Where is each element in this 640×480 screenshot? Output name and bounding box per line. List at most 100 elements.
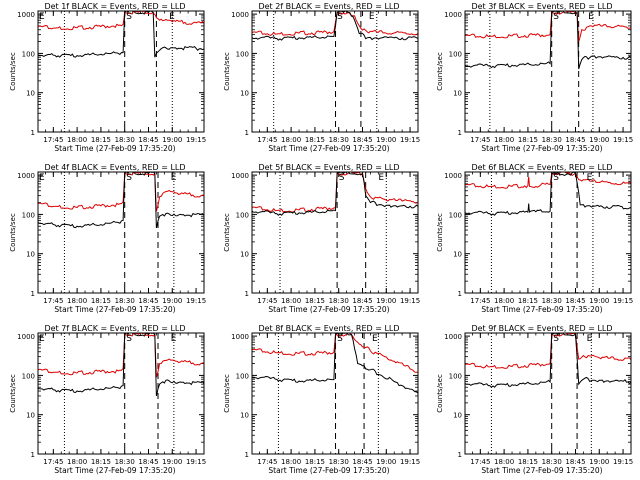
- marker-label: E: [372, 334, 378, 344]
- plot-frame: [251, 10, 419, 133]
- x-tick-label: 18:00: [494, 297, 514, 305]
- marker-label: E: [39, 12, 45, 22]
- lld-rate-line: [38, 11, 204, 31]
- x-tick-label: 18:15: [91, 136, 111, 144]
- marker-label: S: [337, 12, 343, 22]
- y-axis-title: Counts/sec: [223, 52, 231, 91]
- x-tick-label: 18:30: [115, 297, 135, 305]
- y-tick-label: 1000: [444, 11, 462, 19]
- y-tick-label: 10: [240, 412, 249, 420]
- x-tick-label: 18:00: [67, 297, 87, 305]
- x-tick-label: 17:45: [470, 458, 490, 466]
- x-tick-label: 18:15: [518, 297, 538, 305]
- panel-title: Det 4f BLACK = Events, RED = LLD: [44, 163, 185, 172]
- series-group: [38, 172, 204, 229]
- x-tick-label: 19:00: [376, 458, 396, 466]
- y-tick-label: 10: [26, 251, 35, 259]
- plot-frame: [464, 10, 632, 133]
- y-tick-label: 100: [236, 211, 249, 219]
- y-tick-label: 1000: [444, 333, 462, 341]
- x-axis-title: Start Time (27-Feb-09 17:35:20): [54, 305, 175, 314]
- x-axis-title: Start Time (27-Feb-09 17:35:20): [481, 466, 602, 475]
- y-tick-label: 1: [245, 451, 249, 459]
- plot-frame: [37, 171, 205, 294]
- panel-title: Det 7f BLACK = Events, RED = LLD: [44, 324, 185, 333]
- x-tick-label: 18:45: [352, 136, 372, 144]
- y-tick-label: 1: [458, 129, 462, 137]
- events-rate-line: [465, 333, 631, 388]
- x-tick-label: 18:15: [518, 458, 538, 466]
- y-tick-label: 100: [22, 50, 35, 58]
- y-tick-label: 10: [240, 90, 249, 98]
- x-tick-label: 19:15: [613, 458, 633, 466]
- y-tick-label: 1000: [231, 333, 249, 341]
- events-rate-line: [38, 172, 204, 229]
- y-axis-title: Counts/sec: [9, 374, 17, 413]
- y-tick-label: 1: [458, 451, 462, 459]
- y-tick-label: 10: [26, 412, 35, 420]
- x-tick-label: 18:30: [329, 458, 349, 466]
- y-axis-title: Counts/sec: [436, 374, 444, 413]
- marker-label: S: [126, 173, 132, 183]
- marker-label: E: [587, 173, 593, 183]
- events-rate-line: [252, 11, 418, 41]
- detector-panel: Det 3f BLACK = Events, RED = LLD 1 10 100 10…: [436, 2, 633, 153]
- y-axis-title: Counts/sec: [9, 52, 17, 91]
- x-tick-label: 18:00: [281, 136, 301, 144]
- series-group: [252, 172, 418, 216]
- x-tick-label: 18:45: [565, 136, 585, 144]
- plot-frame: [464, 332, 632, 455]
- x-tick-label: 18:15: [91, 458, 111, 466]
- x-axis-title: Start Time (27-Feb-09 17:35:20): [268, 305, 389, 314]
- panel-title: Det 9f BLACK = Events, RED = LLD: [471, 324, 612, 333]
- marker-label: E: [588, 12, 594, 22]
- x-tick-label: 19:15: [186, 136, 206, 144]
- x-tick-label: 19:15: [186, 458, 206, 466]
- x-tick-label: 18:00: [67, 136, 87, 144]
- marker-label: S: [553, 173, 559, 183]
- x-tick-label: 18:15: [305, 458, 325, 466]
- panel-title: Det 1f BLACK = Events, RED = LLD: [44, 2, 185, 11]
- events-rate-line: [38, 11, 204, 58]
- events-rate-line: [38, 333, 204, 397]
- events-rate-line: [252, 333, 418, 394]
- lld-rate-line: [465, 172, 631, 189]
- x-tick-label: 18:00: [281, 297, 301, 305]
- y-tick-label: 100: [449, 50, 462, 58]
- panel-title: Det 3f BLACK = Events, RED = LLD: [471, 2, 612, 11]
- x-tick-label: 17:45: [43, 458, 63, 466]
- x-tick-label: 18:00: [494, 458, 514, 466]
- plot-frame: [37, 332, 205, 455]
- series-group: [465, 333, 631, 388]
- x-tick-label: 18:30: [542, 297, 562, 305]
- detector-panel: Det 9f BLACK = Events, RED = LLD 1 10 100 10…: [436, 324, 633, 475]
- x-axis-title: Start Time (27-Feb-09 17:35:20): [268, 144, 389, 153]
- marker-label: E: [587, 334, 593, 344]
- y-axis-title: Counts/sec: [9, 213, 17, 252]
- y-tick-label: 1: [245, 290, 249, 298]
- lld-rate-line: [252, 333, 418, 373]
- x-tick-label: 18:30: [115, 136, 135, 144]
- x-tick-label: 18:45: [565, 297, 585, 305]
- detector-panel: Det 1f BLACK = Events, RED = LLD 1 10 100 10…: [9, 2, 206, 153]
- x-tick-label: 18:30: [542, 458, 562, 466]
- x-tick-label: 19:00: [162, 458, 182, 466]
- y-tick-label: 100: [236, 50, 249, 58]
- y-tick-label: 1000: [231, 172, 249, 180]
- events-rate-line: [465, 11, 631, 70]
- x-tick-label: 18:30: [329, 136, 349, 144]
- detector-panel: Det 2f BLACK = Events, RED = LLD 1 10 100 10…: [223, 2, 420, 153]
- y-tick-label: 1000: [444, 172, 462, 180]
- x-tick-label: 19:00: [589, 458, 609, 466]
- x-tick-label: 19:15: [400, 136, 420, 144]
- x-tick-label: 18:45: [565, 458, 585, 466]
- marker-label: E: [378, 173, 384, 183]
- x-tick-label: 17:45: [470, 297, 490, 305]
- x-tick-label: 18:45: [138, 458, 158, 466]
- x-tick-label: 19:00: [376, 136, 396, 144]
- y-tick-label: 1: [31, 451, 35, 459]
- y-axis-title: Counts/sec: [436, 52, 444, 91]
- x-axis-title: Start Time (27-Feb-09 17:35:20): [268, 466, 389, 475]
